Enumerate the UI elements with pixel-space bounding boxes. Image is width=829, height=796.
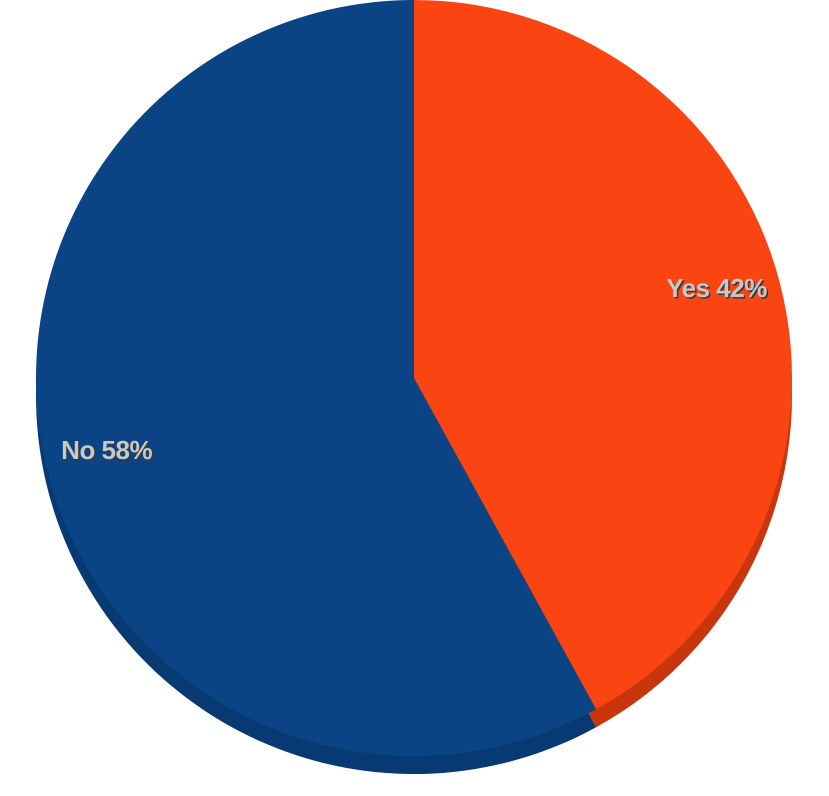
pie-label-shadow-yes: Yes 42% [668,275,769,305]
pie-label-yes: Yes 42% [666,273,767,303]
pie-labels: Yes 42%Yes 42%No 58%No 58% [61,273,769,466]
pie-slice-no [35,0,597,756]
pie-label-no: No 58% [61,435,152,465]
pie-label-shadow-no: No 58% [63,436,154,466]
pie-slices [35,0,792,756]
pie-slice-yes [414,0,792,710]
